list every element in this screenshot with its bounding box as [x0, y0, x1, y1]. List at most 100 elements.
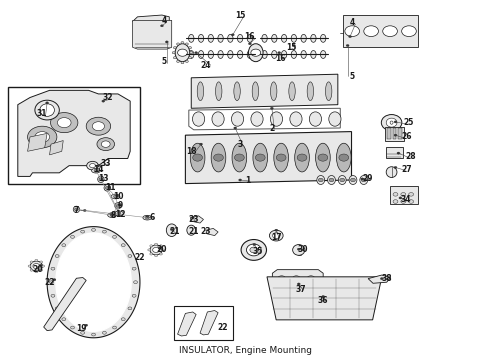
Polygon shape [206, 228, 218, 235]
Text: 4: 4 [162, 16, 167, 25]
Ellipse shape [113, 326, 117, 329]
Ellipse shape [86, 117, 111, 135]
Ellipse shape [176, 60, 179, 63]
Ellipse shape [191, 217, 194, 219]
Ellipse shape [349, 176, 357, 184]
Text: 34: 34 [401, 195, 412, 204]
Polygon shape [191, 74, 338, 108]
Ellipse shape [337, 143, 351, 172]
Text: INSULATOR, Engine Mounting: INSULATOR, Engine Mounting [178, 346, 312, 355]
Text: 17: 17 [271, 233, 282, 242]
Ellipse shape [150, 245, 153, 247]
Ellipse shape [291, 50, 296, 58]
Polygon shape [56, 233, 131, 331]
Ellipse shape [270, 230, 283, 241]
Ellipse shape [281, 50, 287, 58]
Ellipse shape [40, 104, 54, 116]
Ellipse shape [108, 186, 111, 188]
Ellipse shape [386, 167, 397, 177]
Ellipse shape [390, 121, 393, 124]
Ellipse shape [42, 265, 45, 267]
Ellipse shape [307, 276, 315, 282]
Polygon shape [44, 278, 86, 330]
Ellipse shape [185, 43, 188, 45]
Ellipse shape [270, 112, 283, 126]
Ellipse shape [101, 141, 110, 147]
Ellipse shape [338, 176, 346, 184]
Ellipse shape [55, 307, 59, 310]
Ellipse shape [311, 35, 316, 42]
Text: 22: 22 [44, 278, 55, 287]
Ellipse shape [155, 255, 158, 257]
Ellipse shape [146, 216, 149, 219]
Ellipse shape [118, 204, 121, 206]
Ellipse shape [92, 228, 96, 231]
Text: 36: 36 [318, 296, 328, 305]
Ellipse shape [228, 35, 233, 42]
Ellipse shape [122, 244, 125, 247]
Ellipse shape [361, 178, 366, 182]
Ellipse shape [394, 134, 397, 136]
Ellipse shape [386, 118, 397, 127]
Ellipse shape [253, 243, 256, 246]
Ellipse shape [309, 112, 321, 126]
Ellipse shape [311, 50, 316, 58]
Ellipse shape [132, 294, 136, 297]
Ellipse shape [28, 265, 31, 267]
Ellipse shape [238, 50, 243, 58]
Ellipse shape [98, 176, 104, 183]
Polygon shape [272, 270, 323, 288]
Ellipse shape [297, 154, 307, 161]
Ellipse shape [234, 82, 240, 100]
Ellipse shape [198, 50, 204, 58]
Ellipse shape [275, 229, 278, 231]
Ellipse shape [102, 100, 105, 102]
Text: 4: 4 [350, 18, 355, 27]
Ellipse shape [185, 60, 188, 63]
Ellipse shape [383, 26, 397, 37]
Ellipse shape [329, 112, 341, 126]
Ellipse shape [35, 271, 38, 273]
Ellipse shape [83, 210, 86, 212]
Ellipse shape [301, 35, 306, 42]
Polygon shape [200, 311, 218, 335]
Ellipse shape [187, 225, 196, 235]
Text: 7: 7 [74, 206, 79, 215]
Ellipse shape [293, 276, 300, 282]
Ellipse shape [33, 264, 40, 269]
Text: 35: 35 [252, 247, 263, 256]
Ellipse shape [248, 42, 251, 45]
Text: 20: 20 [32, 265, 43, 274]
Ellipse shape [271, 50, 277, 58]
Text: 20: 20 [157, 246, 167, 255]
Ellipse shape [92, 168, 100, 173]
Ellipse shape [55, 255, 59, 257]
Ellipse shape [150, 253, 153, 255]
Ellipse shape [325, 82, 332, 100]
Text: 26: 26 [401, 132, 412, 141]
Ellipse shape [115, 203, 121, 209]
Ellipse shape [170, 228, 173, 230]
Ellipse shape [74, 208, 78, 211]
Text: 30: 30 [297, 246, 308, 255]
Ellipse shape [234, 127, 237, 129]
Ellipse shape [35, 259, 38, 261]
Ellipse shape [318, 154, 328, 161]
Ellipse shape [166, 224, 177, 237]
Ellipse shape [190, 143, 205, 172]
Ellipse shape [155, 243, 158, 245]
Polygon shape [49, 140, 63, 155]
Ellipse shape [251, 112, 263, 126]
Ellipse shape [143, 215, 152, 220]
Ellipse shape [301, 50, 306, 58]
Ellipse shape [114, 195, 118, 198]
Ellipse shape [247, 35, 252, 42]
Ellipse shape [212, 112, 224, 126]
Ellipse shape [49, 281, 53, 284]
Ellipse shape [320, 35, 326, 42]
Ellipse shape [85, 324, 88, 326]
Ellipse shape [173, 46, 176, 49]
Text: 21: 21 [169, 228, 179, 237]
Bar [398, 129, 402, 139]
Bar [386, 147, 403, 158]
